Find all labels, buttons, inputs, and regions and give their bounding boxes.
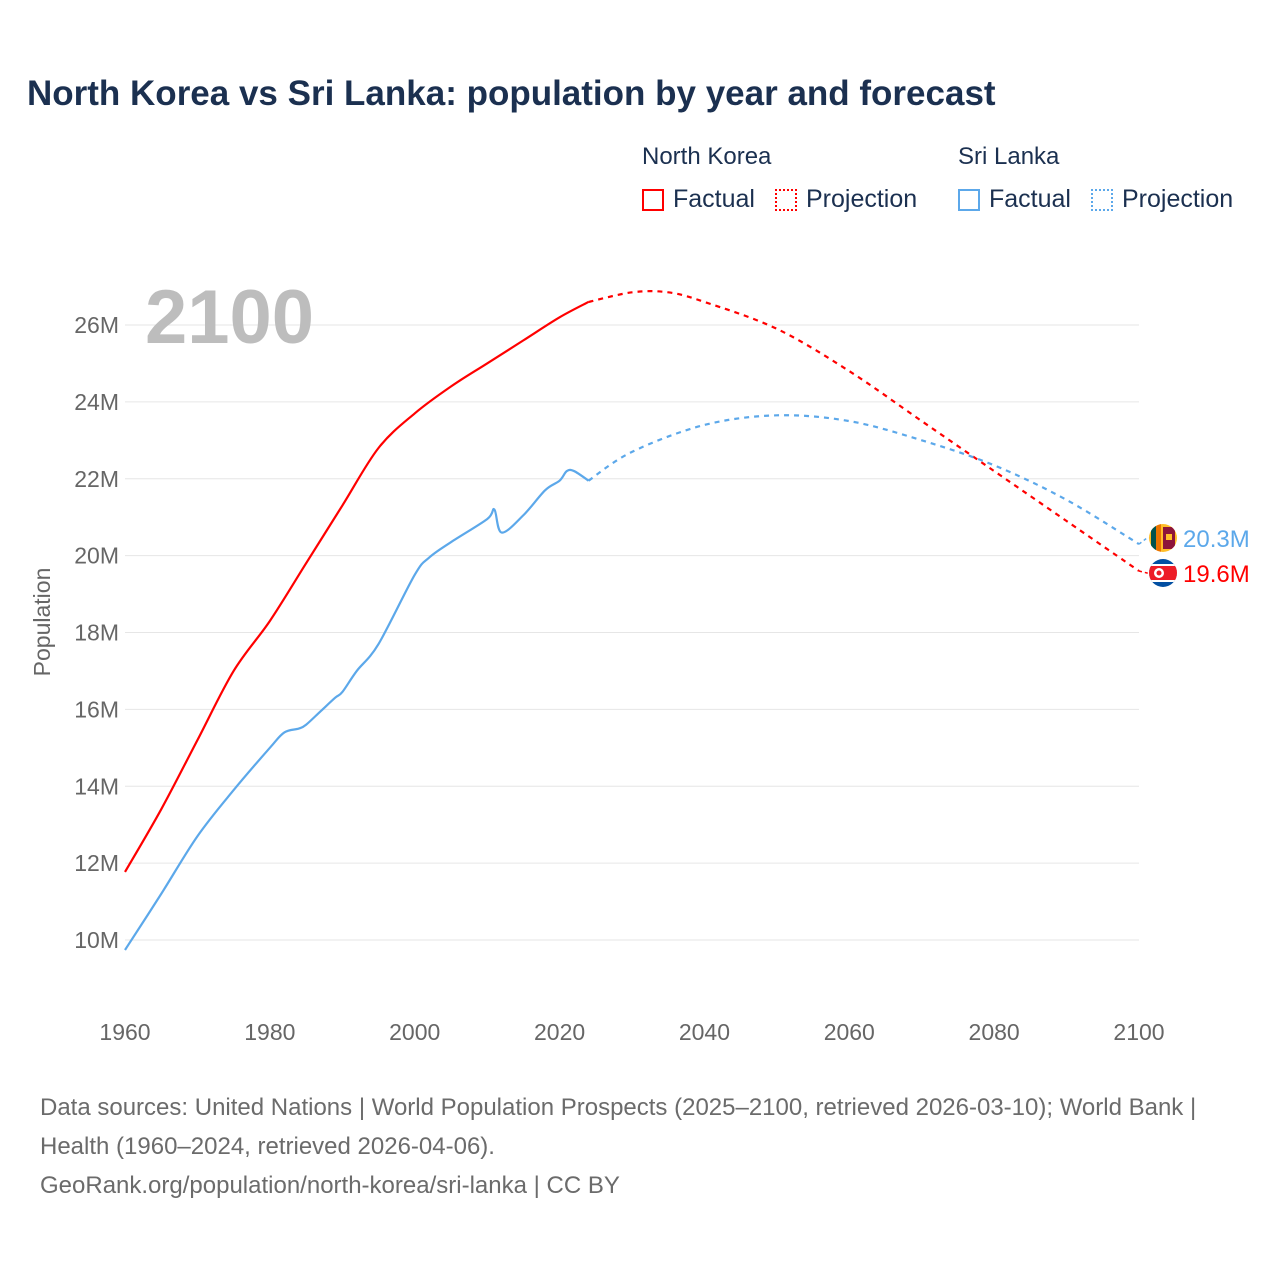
y-tick-label: 18M [74, 620, 119, 646]
legend-swatch-dotted [1091, 188, 1113, 211]
x-tick-label: 2040 [679, 1019, 730, 1045]
x-tick-label: 2080 [969, 1019, 1020, 1045]
y-tick-label: 20M [74, 543, 119, 569]
north-korea-flag-icon [1149, 559, 1177, 587]
legend-group-sri-lanka: Sri Lanka [958, 143, 1060, 170]
footer: Data sources: United Nations | World Pop… [40, 1088, 1240, 1205]
legend-swatch-dotted [775, 188, 797, 211]
legend-label: Projection [806, 185, 918, 213]
legend-sri-lanka-factual[interactable]: Factual [958, 185, 1071, 214]
sri-lanka-end-label: 20.3M [1183, 526, 1250, 553]
y-tick-label: 12M [74, 850, 119, 876]
sri-lanka-projection-line [587, 414, 1140, 546]
y-tick-label: 26M [74, 312, 119, 338]
legend-label: Projection [1122, 185, 1234, 213]
north-korea-factual-line [124, 300, 590, 873]
source-url[interactable]: GeoRank.org/population/north-korea/sri-l… [40, 1172, 620, 1199]
north-korea-projection-line [588, 290, 1140, 572]
year-watermark: 2100 [145, 275, 314, 360]
sri-lanka-flag-icon [1149, 524, 1177, 552]
legend-label: Factual [989, 185, 1071, 213]
y-axis-label: Population [29, 568, 55, 677]
x-tick-label: 1960 [99, 1019, 150, 1045]
y-tick-label: 24M [74, 389, 119, 415]
legend-swatch-solid [958, 188, 980, 211]
chart-title: North Korea vs Sri Lanka: population by … [27, 74, 996, 113]
north-korea-end-label: 19.6M [1183, 561, 1250, 588]
x-tick-label: 2000 [389, 1019, 440, 1045]
legend-north-korea-factual[interactable]: Factual [642, 185, 755, 214]
data-sources: Data sources: United Nations | World Pop… [40, 1094, 1197, 1160]
x-tick-label: 2020 [534, 1019, 585, 1045]
y-tick-label: 10M [74, 927, 119, 953]
x-tick-label: 2100 [1113, 1019, 1164, 1045]
legend-label: Factual [673, 185, 755, 213]
end-connector [1138, 570, 1149, 574]
y-tick-label: 16M [74, 696, 119, 722]
y-tick-label: 14M [74, 773, 119, 799]
legend-north-korea-projection[interactable]: Projection [775, 185, 917, 214]
legend-sri-lanka-projection[interactable]: Projection [1091, 185, 1233, 214]
x-tick-label: 1980 [244, 1019, 295, 1045]
legend-swatch-solid [642, 188, 664, 211]
legend-group-north-korea: North Korea [642, 143, 772, 170]
y-tick-label: 22M [74, 466, 119, 492]
chart-plot: 10M 12M 14M 16M 18M 20M 22M 24M 26M 1960 1980 2000 2… [29, 275, 1250, 1045]
end-connector [1138, 537, 1149, 545]
sri-lanka-factual-line [124, 468, 590, 951]
x-tick-label: 2060 [824, 1019, 875, 1045]
